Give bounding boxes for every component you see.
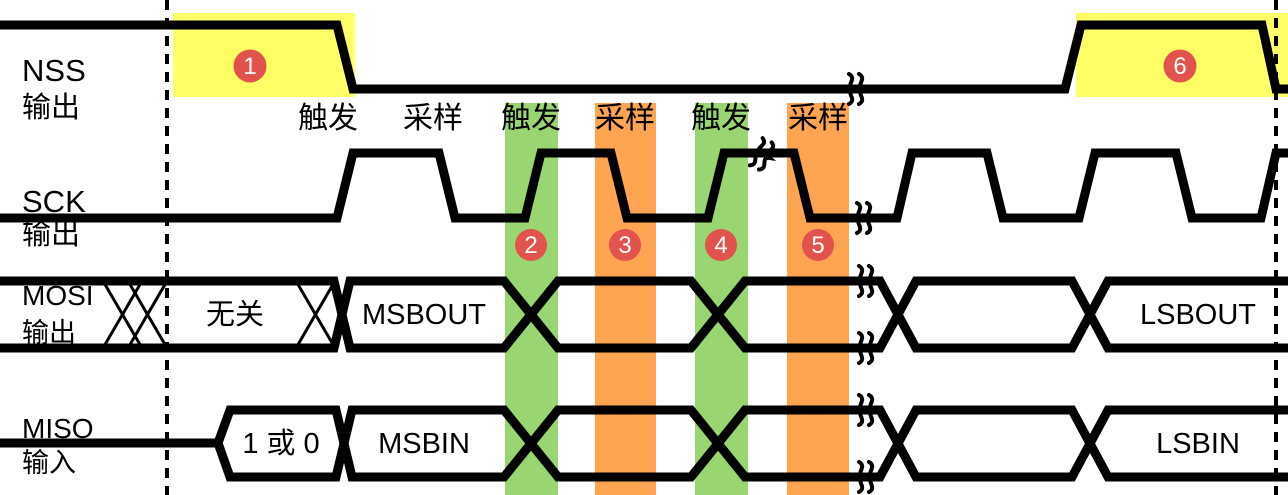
svg-text:MSBIN: MSBIN [378,428,470,460]
svg-text:NSS: NSS [22,53,86,88]
svg-text:SCK: SCK [22,184,86,219]
svg-text:无关: 无关 [206,298,264,331]
svg-text:输出: 输出 [22,91,80,124]
svg-text:4: 4 [714,232,727,259]
svg-text:3: 3 [618,232,631,259]
svg-text:输入: 输入 [22,448,76,478]
svg-text:MSBOUT: MSBOUT [362,299,486,331]
svg-text:采样: 采样 [595,102,655,135]
svg-text:输出: 输出 [22,218,80,251]
svg-text:6: 6 [1173,53,1186,80]
svg-text:LSBOUT: LSBOUT [1140,299,1256,331]
svg-text:MISO: MISO [22,413,94,444]
svg-text:2: 2 [524,232,537,259]
svg-text:5: 5 [811,232,824,259]
svg-text:触发: 触发 [298,102,358,135]
svg-text:LSBIN: LSBIN [1156,428,1240,460]
svg-text:触发: 触发 [501,102,561,135]
svg-text:采样: 采样 [788,102,848,135]
svg-text:1: 1 [243,53,256,80]
svg-text:MOSI: MOSI [22,280,94,311]
svg-text:触发: 触发 [691,102,751,135]
svg-text:1 或 0: 1 或 0 [242,427,319,460]
svg-text:采样: 采样 [403,102,463,135]
svg-text:输出: 输出 [22,318,76,348]
